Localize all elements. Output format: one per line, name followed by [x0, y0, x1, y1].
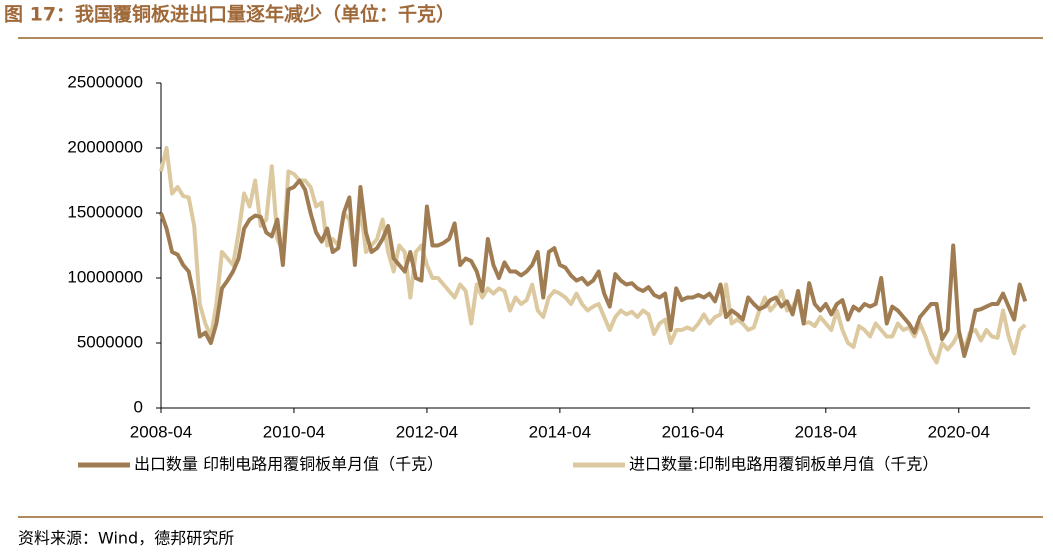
y-tick-label: 10000000 — [67, 267, 143, 286]
x-tick-label: 2020-04 — [928, 422, 990, 441]
y-tick-label: 25000000 — [67, 72, 143, 91]
source-note: 资料来源：Wind，德邦研究所 — [18, 529, 234, 548]
legend-label: 进口数量:印制电路用覆铜板单月值（千克） — [629, 455, 938, 474]
y-tick-label: 15000000 — [67, 202, 143, 221]
series-line — [159, 146, 1027, 365]
x-tick-label: 2012-04 — [396, 422, 458, 441]
x-tick-label: 2018-04 — [795, 422, 857, 441]
series-line — [159, 178, 1028, 358]
x-tick-label: 2008-04 — [130, 422, 192, 441]
x-tick-label: 2010-04 — [263, 422, 325, 441]
chart-title: 图 17：我国覆铜板进出口量逐年减少（单位：千克） — [4, 3, 455, 26]
y-tick-label: 20000000 — [67, 137, 143, 156]
x-tick-label: 2016-04 — [662, 422, 724, 441]
legend-label: 出口数量 印制电路用覆铜板单月值（千克） — [134, 455, 443, 474]
y-tick-label: 5000000 — [77, 332, 143, 351]
y-tick-label: 0 — [134, 397, 143, 416]
x-tick-label: 2014-04 — [529, 422, 591, 441]
